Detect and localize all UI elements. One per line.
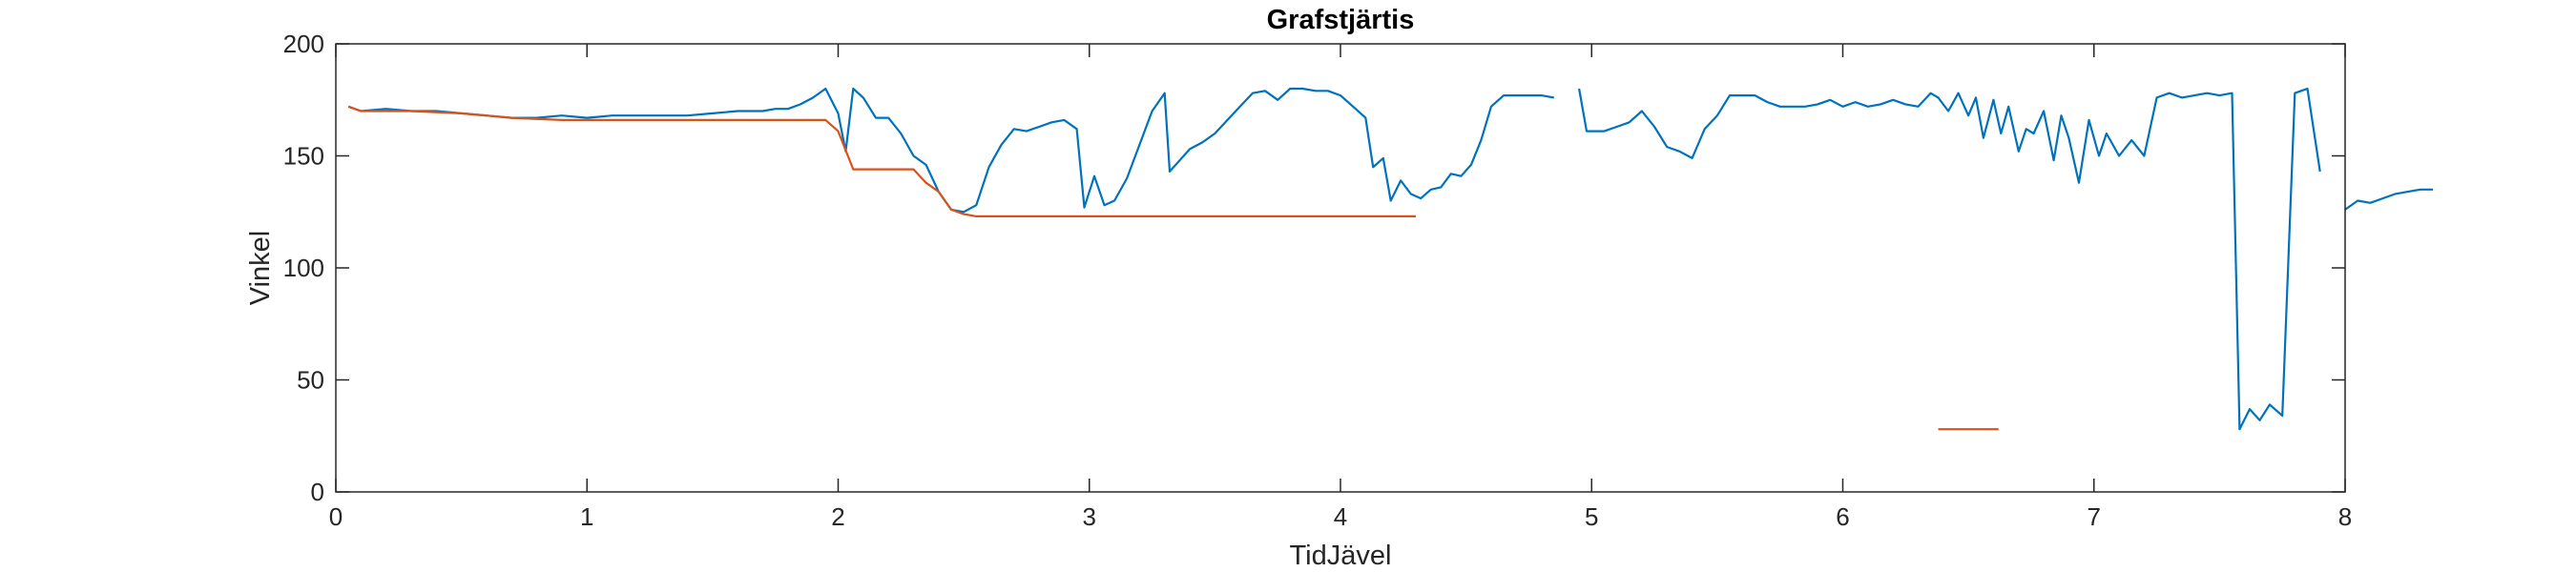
x-tick-label: 7 xyxy=(2088,502,2101,531)
series-segment xyxy=(347,87,1554,214)
x-tick-label: 0 xyxy=(329,502,343,531)
series-layer xyxy=(347,87,2434,431)
y-tick-label: 100 xyxy=(283,254,324,282)
y-axis-label: Vinkel xyxy=(245,231,276,305)
y-tick-label: 50 xyxy=(297,366,324,395)
x-tick-label: 5 xyxy=(1585,502,1598,531)
series-segment xyxy=(1578,87,2321,431)
x-tick-label: 3 xyxy=(1083,502,1096,531)
y-tick-label: 150 xyxy=(283,142,324,171)
x-tick-label: 4 xyxy=(1334,502,1347,531)
x-tick-label: 8 xyxy=(2338,502,2352,531)
x-tick-label: 6 xyxy=(1836,502,1849,531)
x-axis: 0 1 2 3 4 5 6 7 8 xyxy=(329,44,2352,531)
x-tick-label: 2 xyxy=(831,502,844,531)
x-tick-label: 1 xyxy=(580,502,593,531)
series-segment xyxy=(2344,188,2434,211)
x-axis-label: TidJävel xyxy=(1290,541,1392,571)
chart-title: Grafstjärtis xyxy=(1267,5,1415,35)
y-axis: 0 50 100 150 200 xyxy=(283,30,2345,506)
series-segment xyxy=(347,105,1416,217)
y-tick-label: 0 xyxy=(311,478,324,506)
y-tick-label: 200 xyxy=(283,30,324,58)
series-line-2 xyxy=(347,105,1999,431)
series-line-1 xyxy=(347,87,2434,431)
